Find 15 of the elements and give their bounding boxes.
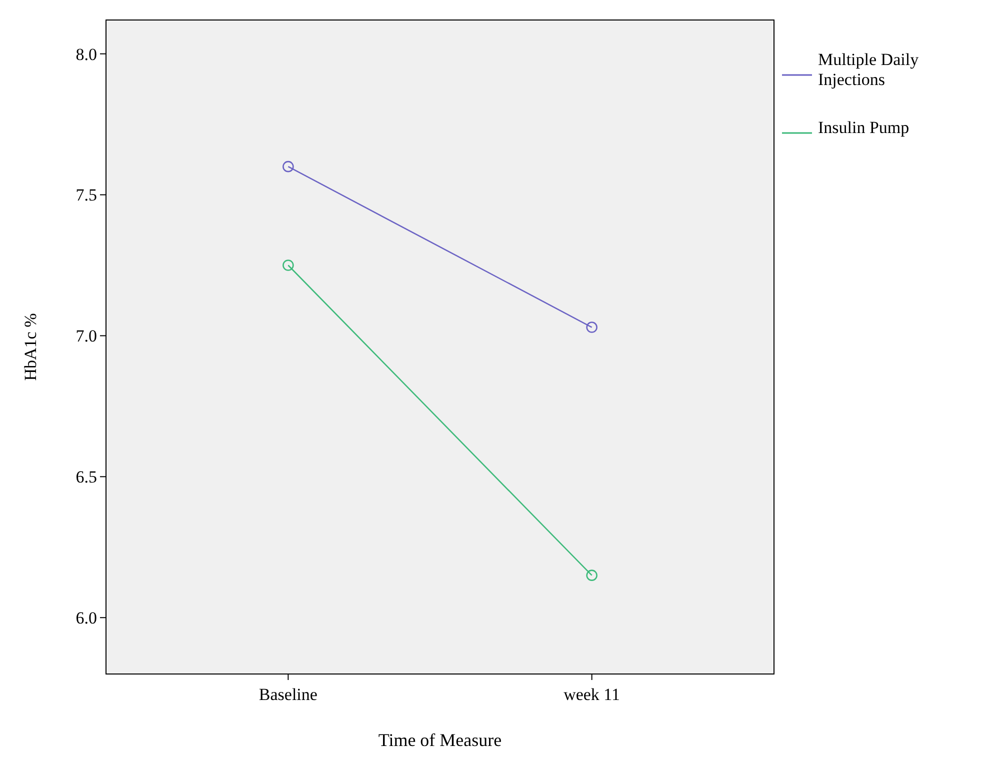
legend-label: Multiple Daily Injections <box>818 50 920 89</box>
legend-label: Insulin Pump <box>818 118 910 137</box>
x-tick-label: week 11 <box>564 685 620 704</box>
point <box>282 160 294 172</box>
point <box>282 260 294 271</box>
y-axis-title: HbA1c % <box>21 313 40 381</box>
point <box>586 322 598 333</box>
y-tick-label: 7.5 <box>76 186 97 205</box>
y-tick-label: 6.5 <box>76 468 97 487</box>
y-tick-label: 8.0 <box>76 44 97 64</box>
x-tick-label: Baseline <box>258 685 318 704</box>
x-axis-title: Time of Measure <box>378 730 502 750</box>
y-tick-label: 7.0 <box>76 326 97 346</box>
point <box>586 570 598 581</box>
y-tick-label: 6.0 <box>76 608 97 628</box>
